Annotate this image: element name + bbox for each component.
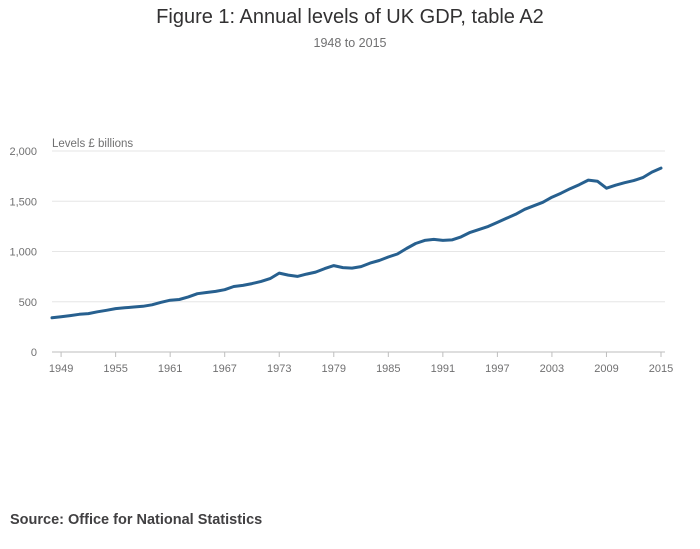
y-tick-label: 1,000 bbox=[9, 247, 37, 259]
x-axis-ticks: 1949 1955 1961 1967 1973 1979 1985 1991 1997 2003… bbox=[49, 352, 673, 375]
x-tick-label: 1991 bbox=[431, 363, 455, 375]
x-tick-label: 2015 bbox=[649, 363, 673, 375]
x-tick-label: 1949 bbox=[49, 363, 73, 375]
x-tick-label: 1973 bbox=[267, 363, 291, 375]
gridlines bbox=[52, 150, 665, 353]
x-tick-label: 1955 bbox=[103, 363, 127, 375]
y-tick-label: 0 bbox=[31, 347, 37, 359]
gdp-series-line bbox=[50, 166, 663, 320]
x-tick-label: 1979 bbox=[322, 363, 346, 375]
x-tick-label: 1985 bbox=[376, 363, 400, 375]
y-tick-label: 1,500 bbox=[9, 196, 37, 208]
y-tick-label: 500 bbox=[19, 297, 37, 309]
source-note: Source: Office for National Statistics bbox=[10, 512, 263, 528]
x-tick-label: 1967 bbox=[212, 363, 236, 375]
series-group bbox=[50, 166, 663, 320]
chart-subtitle: 1948 to 2015 bbox=[313, 36, 387, 50]
x-tick-label: 2003 bbox=[540, 363, 564, 375]
x-tick-label: 2009 bbox=[594, 363, 618, 375]
x-tick-label: 1961 bbox=[158, 363, 182, 375]
y-axis-label: Levels £ billions bbox=[52, 138, 133, 150]
y-axis-ticks: 0 500 1,000 1,500 2,000 bbox=[9, 146, 37, 359]
y-tick-label: 2,000 bbox=[9, 146, 37, 158]
x-tick-label: 1997 bbox=[485, 363, 509, 375]
chart-title: Figure 1: Annual levels of UK GDP, table… bbox=[156, 6, 544, 28]
